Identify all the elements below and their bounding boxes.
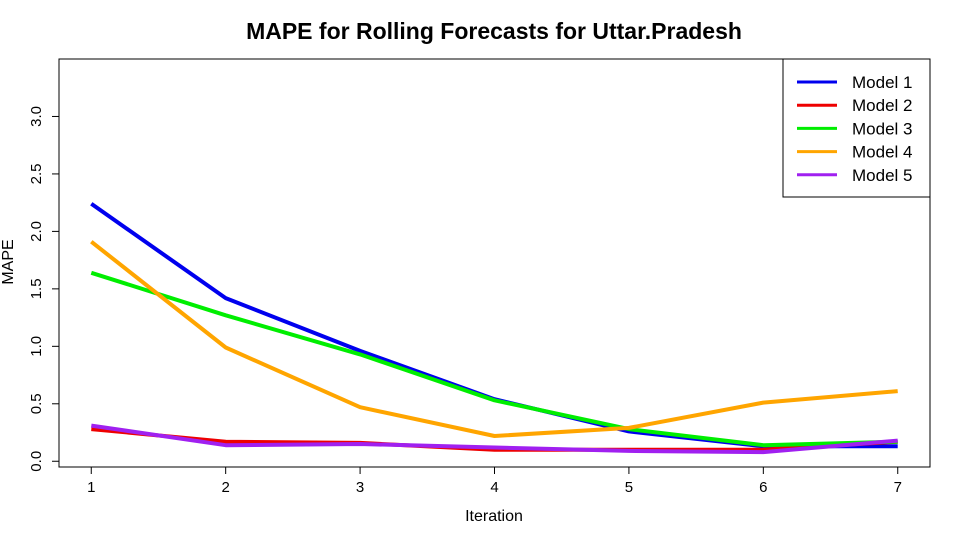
x-tick-label: 7 [894, 479, 902, 496]
series-line-model-5 [91, 423, 898, 455]
series-layer [90, 202, 898, 455]
y-tick-label: 0.0 [28, 451, 45, 472]
y-tick-label: 0.5 [28, 393, 45, 414]
legend-label-model-4: Model 4 [852, 143, 912, 162]
y-tick-label: 1.5 [28, 278, 45, 299]
y-tick-label: 2.0 [28, 221, 45, 242]
legend-label-model-5: Model 5 [852, 166, 912, 185]
legend-label-model-3: Model 3 [852, 119, 912, 138]
y-tick-label: 2.5 [28, 163, 45, 184]
series-line-model-1 [90, 202, 898, 449]
x-tick-label: 4 [490, 479, 498, 496]
chart-title: MAPE for Rolling Forecasts for Uttar.Pra… [246, 18, 742, 44]
x-tick-label: 6 [759, 479, 767, 496]
x-tick-label: 2 [222, 479, 230, 496]
x-axis: 1 2 3 4 5 6 7 [87, 466, 902, 496]
y-tick-label: 1.0 [28, 336, 45, 357]
x-tick-label: 3 [356, 479, 364, 496]
legend-label-model-2: Model 2 [852, 96, 912, 115]
y-axis: 0.0 0.5 1.0 1.5 2.0 2.5 3.0 [28, 106, 60, 472]
x-tick-label: 5 [625, 479, 633, 496]
y-tick-label: 3.0 [28, 106, 45, 127]
series-line-model-2 [91, 427, 898, 452]
legend: Model 1 Model 2 Model 3 Model 4 Model 5 [782, 58, 931, 198]
legend-label-model-1: Model 1 [852, 73, 912, 92]
series-line-model-3 [90, 270, 898, 448]
series-line-model-4 [90, 240, 898, 438]
y-axis-label: MAPE [0, 239, 17, 284]
x-axis-label: Iteration [465, 508, 523, 525]
x-tick-label: 1 [87, 479, 95, 496]
